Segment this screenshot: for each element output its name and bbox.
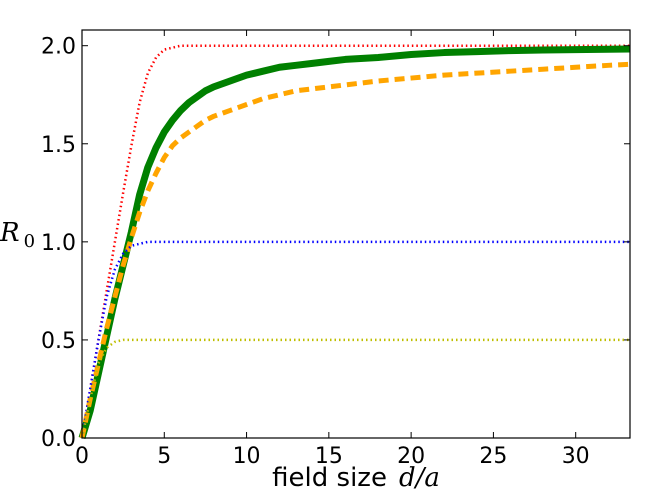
ticks-layer: 0 5 10 15 20 25 30 0.0 0.5 1.0 1.5 2.0 <box>41 30 630 469</box>
y-tick-label-4: 2.0 <box>41 35 76 60</box>
y-axis-label: R 0 <box>0 218 35 252</box>
y-tick-label-2: 1.0 <box>41 231 76 256</box>
y-axis-label-sub: 0 <box>24 231 35 252</box>
plot-area <box>82 30 630 438</box>
y-axis-label-main: R <box>0 218 20 248</box>
x-axis-label-text: field size <box>272 463 387 493</box>
series-line-2 <box>79 61 631 439</box>
y-tick-label-3: 1.5 <box>41 133 76 158</box>
x-tick-label-1: 5 <box>157 444 171 469</box>
x-tick-label-5: 25 <box>479 444 507 469</box>
y-tick-label-1: 0.5 <box>41 329 76 354</box>
plot-frame <box>81 29 631 439</box>
y-tick-label-0: 0.0 <box>41 427 76 452</box>
x-tick-label-3: 15 <box>315 444 343 469</box>
series-layer <box>78 44 631 440</box>
x-tick-label-0: 0 <box>75 444 89 469</box>
x-tick-label-6: 30 <box>562 444 590 469</box>
x-tick-label-4: 20 <box>397 444 425 469</box>
x-axis-label: field size d/a <box>272 463 440 493</box>
x-axis-label-math: d/a <box>399 463 440 493</box>
x-tick-label-2: 10 <box>233 444 261 469</box>
